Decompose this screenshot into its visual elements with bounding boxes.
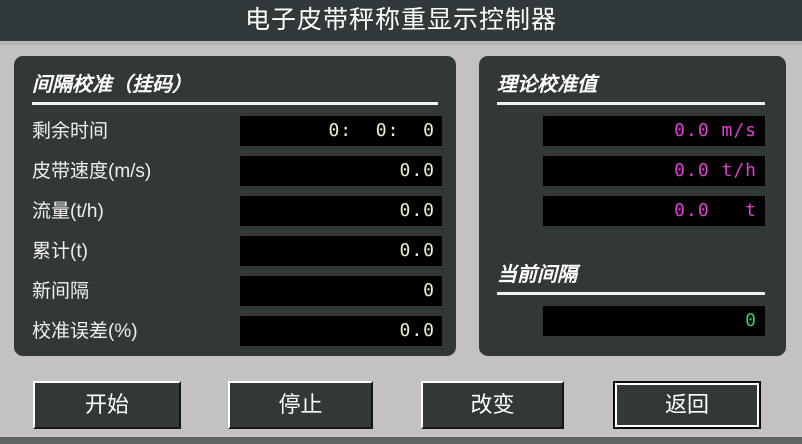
table-row: 皮带速度(m/s) 0.0 [32, 156, 442, 186]
value-flow-rate: 0.0 [399, 200, 435, 221]
section-divider [497, 292, 765, 295]
row-label-flow-rate: 流量(t/h) [32, 200, 104, 222]
title-bar: 电子皮带秤称重显示控制器 [0, 0, 802, 41]
value-field-flow-rate[interactable]: 0.0 [240, 196, 442, 226]
value-field-new-interval[interactable]: 0 [240, 276, 442, 306]
value-field-theoretical-total[interactable]: 0.0 t [543, 196, 765, 226]
table-row: 新间隔 0 [32, 276, 442, 306]
start-button[interactable]: 开始 [33, 381, 181, 429]
theoretical-values-panel: 理论校准值 0.0 m/s 0.0 t/h 0.0 t 当前间隔 0 [479, 56, 786, 356]
row-label-remaining-time: 剩余时间 [32, 120, 109, 142]
interval-calibration-panel: 间隔校准（挂码） 剩余时间 0: 0: 0 皮带速度(m/s) 0.0 流量(t… [14, 56, 456, 356]
section-divider [32, 102, 438, 105]
value-field-current-interval[interactable]: 0 [543, 306, 765, 336]
title-bar-divider [0, 41, 802, 45]
value-calibration-error: 0.0 [399, 320, 435, 341]
table-row: 校准误差(%) 0.0 [32, 316, 442, 346]
value-field-theoretical-flow[interactable]: 0.0 t/h [543, 156, 765, 186]
stop-button[interactable]: 停止 [228, 381, 373, 429]
row-label-belt-speed: 皮带速度(m/s) [32, 160, 152, 182]
change-button-label: 改变 [470, 392, 515, 417]
value-field-belt-speed[interactable]: 0.0 [240, 156, 442, 186]
back-button[interactable]: 返回 [613, 381, 761, 429]
value-belt-speed: 0.0 [399, 160, 435, 181]
value-theoretical-speed: 0.0 m/s [674, 120, 757, 141]
row-label-total: 累计(t) [32, 240, 88, 262]
table-row: 累计(t) 0.0 [32, 236, 442, 266]
value-new-interval: 0 [423, 280, 435, 301]
value-field-theoretical-speed[interactable]: 0.0 m/s [543, 116, 765, 146]
value-theoretical-total: 0.0 t [674, 200, 757, 221]
change-button[interactable]: 改变 [421, 381, 564, 429]
interval-calibration-title: 间隔校准（挂码） [32, 74, 192, 96]
stop-button-label: 停止 [278, 392, 323, 417]
row-label-calibration-error: 校准误差(%) [32, 320, 138, 342]
value-field-remaining-time[interactable]: 0: 0: 0 [240, 116, 442, 146]
table-row: 剩余时间 0: 0: 0 [32, 116, 442, 146]
value-field-calibration-error[interactable]: 0.0 [240, 316, 442, 346]
table-row: 流量(t/h) 0.0 [32, 196, 442, 226]
value-current-interval: 0 [745, 310, 757, 331]
value-theoretical-flow: 0.0 t/h [674, 160, 757, 181]
value-remaining-time: 0: 0: 0 [328, 120, 435, 141]
row-label-new-interval: 新间隔 [32, 280, 90, 302]
current-interval-title: 当前间隔 [497, 264, 577, 286]
footer-strip [0, 437, 802, 444]
section-divider [497, 102, 765, 105]
back-button-label: 返回 [664, 392, 709, 417]
value-total: 0.0 [399, 240, 435, 261]
start-button-label: 开始 [84, 392, 129, 417]
value-field-total[interactable]: 0.0 [240, 236, 442, 266]
theoretical-calibration-title: 理论校准值 [497, 74, 597, 96]
page-title: 电子皮带秤称重显示控制器 [244, 6, 557, 34]
